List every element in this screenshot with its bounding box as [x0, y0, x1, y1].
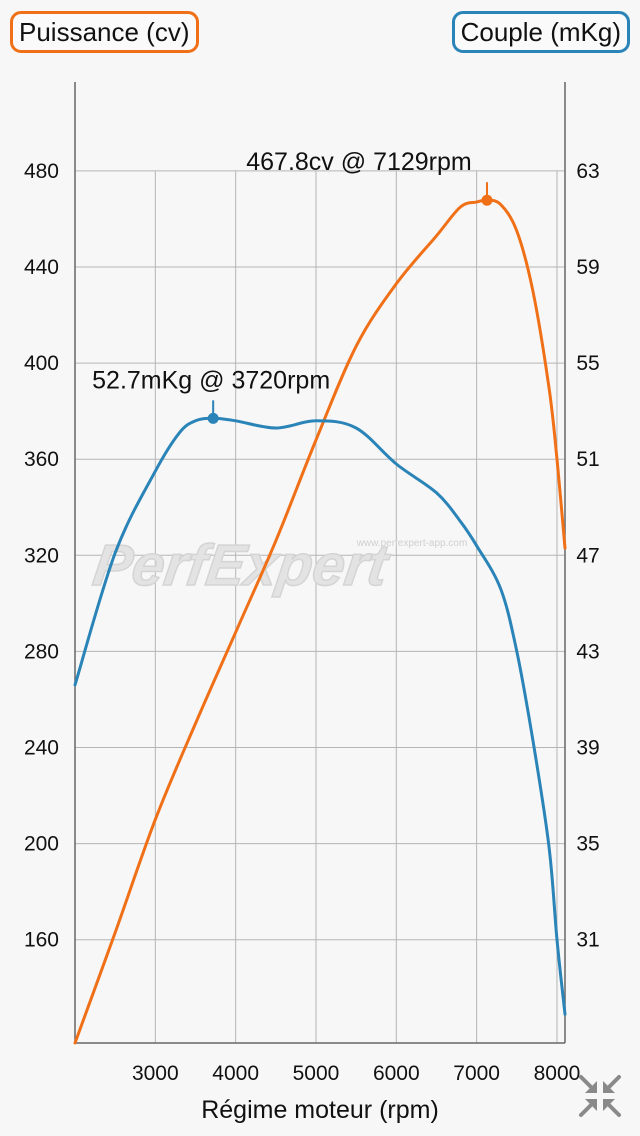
y-left-tick-label: 200 — [24, 833, 59, 856]
x-tick-label: 6000 — [373, 1062, 420, 1085]
y-right-tick-label: 55 — [576, 352, 599, 375]
torque-peak-label: 52.7mKg @ 3720rpm — [92, 366, 330, 394]
power-series-line — [73, 198, 567, 1045]
watermark-logo: PerfExpert — [89, 533, 394, 598]
power-peak-label: 467.8cv @ 7129rpm — [246, 148, 472, 176]
y-left-tick-label: 280 — [24, 640, 59, 663]
y-right-tick-label: 39 — [576, 736, 599, 759]
y-left-tick-label: 480 — [24, 160, 59, 183]
y-left-tick-label: 440 — [24, 256, 59, 279]
y-right-tick-label: 35 — [576, 833, 599, 856]
y-right-tick-label: 43 — [576, 640, 599, 663]
x-tick-label: 7000 — [453, 1062, 500, 1085]
x-tick-label: 4000 — [212, 1062, 259, 1085]
y-right-tick-label: 31 — [576, 929, 599, 952]
watermark-site: www.perfexpert-app.com — [356, 538, 468, 549]
tick-labels: 160 31 200 35 240 39 280 43 320 47 360 51 400 55 440 59… — [24, 160, 600, 1085]
y-left-tick-label: 320 — [24, 544, 59, 567]
series — [73, 198, 567, 1045]
x-axis-title: Régime moteur (rpm) — [201, 1096, 439, 1124]
power-peak-marker — [481, 194, 493, 206]
y-right-tick-label: 59 — [576, 256, 599, 279]
annotations: 467.8cv @ 7129rpm 52.7mKg @ 3720rpm — [92, 148, 493, 424]
collapse-arrows-icon — [579, 1075, 621, 1117]
y-left-tick-label: 160 — [24, 929, 59, 952]
y-right-tick-label: 51 — [576, 448, 599, 471]
y-left-tick-label: 240 — [24, 736, 59, 759]
torque-series-line — [73, 416, 567, 1016]
watermark: PerfExpert www.perfexpert-app.com — [89, 533, 468, 599]
torque-peak-marker — [207, 412, 219, 424]
y-left-tick-label: 360 — [24, 448, 59, 471]
y-right-tick-label: 63 — [576, 160, 599, 183]
fullscreen-toggle-button[interactable] — [576, 1072, 624, 1120]
grid — [75, 170, 565, 1043]
legend-power: Puissance (cv) — [10, 11, 199, 53]
legend-torque: Couple (mKg) — [451, 11, 630, 53]
y-right-tick-label: 47 — [576, 544, 599, 567]
x-tick-label: 8000 — [534, 1062, 581, 1085]
y-left-tick-label: 400 — [24, 352, 59, 375]
x-tick-label: 5000 — [293, 1062, 340, 1085]
x-tick-label: 3000 — [132, 1062, 179, 1085]
axes — [74, 82, 566, 1044]
